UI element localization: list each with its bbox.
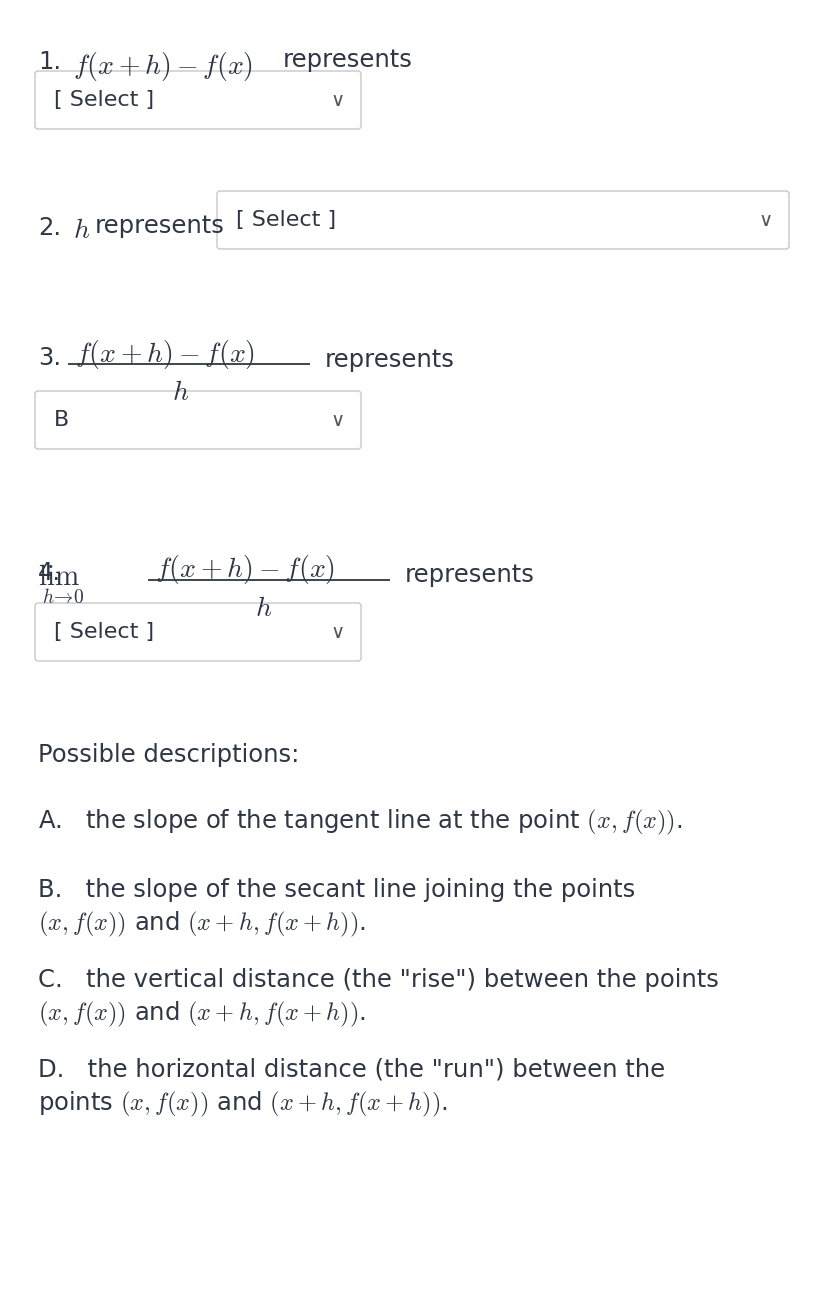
Text: D.   the horizontal distance (the "run") between the: D. the horizontal distance (the "run") b… — [38, 1058, 665, 1083]
Text: ∨: ∨ — [759, 210, 774, 230]
Text: $h$: $h$ — [172, 378, 189, 406]
Text: B.   the slope of the secant line joining the points: B. the slope of the secant line joining … — [38, 877, 635, 902]
Text: [ Select ]: [ Select ] — [54, 90, 154, 110]
Text: [ Select ]: [ Select ] — [54, 622, 154, 643]
FancyBboxPatch shape — [35, 391, 361, 449]
Text: 2.: 2. — [38, 215, 61, 240]
Text: A.   the slope of the tangent line at the point $(x, f(x))$.: A. the slope of the tangent line at the … — [38, 807, 682, 837]
Text: $f(x+h) - f(x)$: $f(x+h) - f(x)$ — [155, 553, 335, 585]
Text: C.   the vertical distance (the "rise") between the points: C. the vertical distance (the "rise") be… — [38, 968, 719, 992]
Text: $h$: $h$ — [73, 215, 90, 244]
Text: $h$: $h$ — [255, 594, 272, 622]
Text: B: B — [54, 410, 69, 430]
Text: Possible descriptions:: Possible descriptions: — [38, 742, 299, 767]
Text: $f(x+h) - f(x)$: $f(x+h) - f(x)$ — [75, 337, 255, 371]
FancyBboxPatch shape — [35, 71, 361, 129]
Text: ∨: ∨ — [331, 91, 345, 109]
FancyBboxPatch shape — [217, 191, 789, 249]
Text: $\lim$: $\lim$ — [38, 563, 80, 591]
Text: 1.: 1. — [38, 51, 61, 74]
Text: $(x, f(x))$ and $(x + h, f(x + h))$.: $(x, f(x))$ and $(x + h, f(x + h))$. — [38, 999, 366, 1029]
Text: points $(x, f(x))$ and $(x + h, f(x + h))$.: points $(x, f(x))$ and $(x + h, f(x + h)… — [38, 1090, 448, 1119]
Text: represents: represents — [405, 563, 535, 587]
FancyBboxPatch shape — [35, 604, 361, 661]
Text: represents: represents — [283, 48, 413, 71]
Text: represents: represents — [95, 214, 225, 238]
Text: $(x, f(x))$ and $(x + h, f(x + h))$.: $(x, f(x))$ and $(x + h, f(x + h))$. — [38, 910, 366, 940]
Text: ∨: ∨ — [331, 410, 345, 430]
Text: 4.: 4. — [38, 561, 61, 585]
Text: $h\!\to\!0$: $h\!\to\!0$ — [42, 588, 85, 607]
Text: $f(x+h) - f(x)$: $f(x+h) - f(x)$ — [73, 51, 253, 83]
Text: ∨: ∨ — [331, 623, 345, 641]
Text: 3.: 3. — [38, 347, 61, 370]
Text: [ Select ]: [ Select ] — [236, 210, 336, 230]
Text: represents: represents — [325, 348, 455, 373]
